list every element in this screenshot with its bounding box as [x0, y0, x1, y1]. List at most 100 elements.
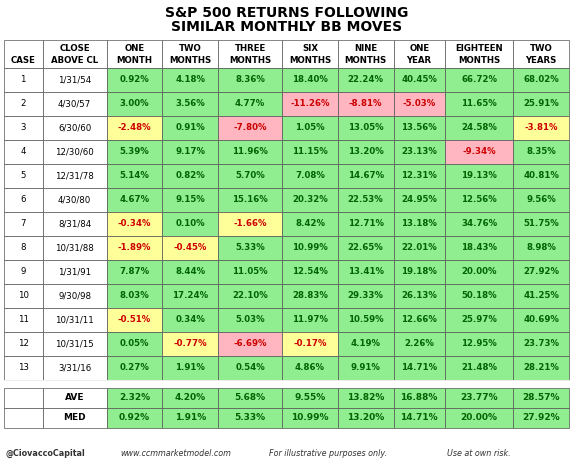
Bar [42, 356, 107, 380]
Text: 10/31/11: 10/31/11 [55, 316, 94, 324]
Bar [338, 332, 394, 356]
Text: 29.33%: 29.33% [348, 292, 383, 300]
Text: Use at own risk.: Use at own risk. [447, 449, 511, 457]
Text: 4.18%: 4.18% [175, 75, 205, 85]
Text: -5.03%: -5.03% [403, 99, 436, 109]
Bar [513, 40, 569, 68]
Text: 0.82%: 0.82% [175, 171, 205, 181]
Bar [338, 408, 394, 428]
Text: 18.43%: 18.43% [461, 243, 497, 253]
Text: 24.58%: 24.58% [461, 123, 497, 133]
Bar [218, 408, 282, 428]
Bar [513, 68, 569, 92]
Text: 22.24%: 22.24% [348, 75, 384, 85]
Bar [445, 92, 513, 116]
Bar [445, 260, 513, 284]
Bar [42, 188, 107, 212]
Bar [445, 356, 513, 380]
Bar [162, 188, 218, 212]
Text: 13.18%: 13.18% [401, 219, 437, 229]
Text: MONTHS: MONTHS [229, 55, 271, 65]
Text: 24.95%: 24.95% [401, 195, 437, 205]
Bar [282, 212, 338, 236]
Bar [282, 332, 338, 356]
Bar [282, 236, 338, 260]
Text: 1.05%: 1.05% [295, 123, 325, 133]
Bar [162, 164, 218, 188]
Text: 13.20%: 13.20% [348, 147, 383, 157]
Bar [282, 284, 338, 308]
Bar [513, 116, 569, 140]
Bar [445, 236, 513, 260]
Text: 27.92%: 27.92% [523, 413, 560, 423]
Text: CASE: CASE [11, 55, 36, 65]
Bar [162, 408, 218, 428]
Bar [282, 408, 338, 428]
Bar [394, 188, 445, 212]
Bar [513, 332, 569, 356]
Bar [394, 408, 445, 428]
Text: MONTHS: MONTHS [458, 55, 500, 65]
Text: 6/30/60: 6/30/60 [58, 123, 91, 133]
Text: 12/31/78: 12/31/78 [55, 171, 94, 181]
Text: 13.82%: 13.82% [347, 394, 384, 402]
Text: 1/31/91: 1/31/91 [58, 267, 91, 276]
Text: 4.86%: 4.86% [295, 364, 325, 372]
Bar [107, 40, 162, 68]
Bar [4, 308, 42, 332]
Text: 7: 7 [21, 219, 26, 229]
Text: 21.48%: 21.48% [461, 364, 497, 372]
Bar [218, 388, 282, 408]
Text: 1: 1 [21, 75, 26, 85]
Text: 9.91%: 9.91% [351, 364, 380, 372]
Text: 40.81%: 40.81% [523, 171, 559, 181]
Bar [282, 40, 338, 68]
Text: 1/31/54: 1/31/54 [58, 75, 91, 85]
Text: AVE: AVE [65, 394, 84, 402]
Text: -6.69%: -6.69% [233, 340, 267, 348]
Bar [4, 356, 42, 380]
Bar [162, 140, 218, 164]
Bar [218, 116, 282, 140]
Bar [445, 212, 513, 236]
Bar [282, 308, 338, 332]
Bar [445, 140, 513, 164]
Bar [394, 40, 445, 68]
Text: MONTHS: MONTHS [344, 55, 387, 65]
Bar [107, 260, 162, 284]
Text: 25.97%: 25.97% [461, 316, 497, 324]
Text: 40.69%: 40.69% [523, 316, 559, 324]
Text: -0.77%: -0.77% [174, 340, 207, 348]
Bar [218, 40, 282, 68]
Text: 11.96%: 11.96% [232, 147, 268, 157]
Bar [4, 408, 42, 428]
Text: 13.20%: 13.20% [347, 413, 384, 423]
Text: 4.67%: 4.67% [120, 195, 150, 205]
Bar [42, 212, 107, 236]
Text: 20.32%: 20.32% [292, 195, 328, 205]
Text: ONE: ONE [124, 44, 144, 53]
Text: NINE: NINE [354, 44, 377, 53]
Text: 6: 6 [21, 195, 26, 205]
Bar [162, 40, 218, 68]
Bar [4, 164, 42, 188]
Bar [107, 164, 162, 188]
Text: 8.42%: 8.42% [295, 219, 325, 229]
Text: 23.77%: 23.77% [460, 394, 498, 402]
Text: 8: 8 [21, 243, 26, 253]
Text: 28.21%: 28.21% [523, 364, 559, 372]
Text: 8.44%: 8.44% [175, 267, 205, 276]
Bar [107, 236, 162, 260]
Bar [338, 236, 394, 260]
Bar [107, 388, 162, 408]
Text: 0.92%: 0.92% [120, 75, 150, 85]
Text: 7.08%: 7.08% [295, 171, 325, 181]
Bar [107, 408, 162, 428]
Bar [513, 236, 569, 260]
Bar [394, 68, 445, 92]
Bar [162, 284, 218, 308]
Text: 13.05%: 13.05% [348, 123, 383, 133]
Text: ONE: ONE [409, 44, 429, 53]
Text: 5.03%: 5.03% [236, 316, 265, 324]
Text: 12.54%: 12.54% [292, 267, 328, 276]
